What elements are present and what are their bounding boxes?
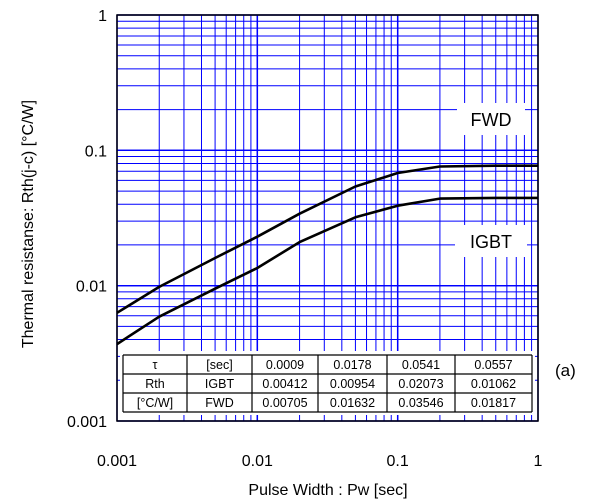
table-cell: Rth: [145, 377, 165, 391]
fwd-label: FWD: [471, 110, 512, 130]
x-tick-label: 1: [534, 453, 543, 470]
table: τ [sec] 0.0009 0.0178 0.0541 0.0557 Rth IGBT 0.0…: [120, 351, 535, 415]
table-cell: FWD: [205, 396, 233, 410]
table-cell: [sec]: [206, 358, 232, 372]
y-tick-label: 0.001: [67, 414, 107, 431]
x-axis-title: Pulse Width : Pw [sec]: [248, 482, 407, 499]
label-layer: FWD IGBT: [455, 103, 527, 257]
x-tick-label: 0.1: [387, 453, 409, 470]
y-tick-label: 0.01: [76, 279, 107, 296]
table-cell: 0.0541: [402, 358, 440, 372]
y-tick-label: 1: [98, 8, 107, 25]
x-tick-label: 0.001: [97, 453, 137, 470]
table-cell: 0.02073: [398, 377, 443, 391]
igbt-label-background: [455, 225, 527, 257]
igbt-label: IGBT: [470, 232, 512, 252]
y-axis-title: Thermal resistanse: Rth(j-c) [°C/W]: [20, 100, 37, 348]
plot-frame: [116, 14, 539, 422]
table-cell: [°C/W]: [137, 396, 173, 410]
series-line-igbt: [116, 196, 538, 346]
table-cell: τ: [153, 358, 158, 372]
y-tick-label: 0.1: [85, 143, 107, 160]
series-line-fwd: [116, 164, 538, 314]
x-tick-label: 0.01: [242, 453, 273, 470]
table-cell: 0.00954: [330, 377, 375, 391]
table-cell: 0.03546: [398, 396, 443, 410]
table-background: [120, 351, 535, 415]
table-cell: 0.0009: [266, 358, 304, 372]
series-layer: [116, 164, 538, 346]
panel-label: (a): [555, 361, 576, 380]
table-cell: 0.01062: [471, 377, 516, 391]
table-cell: 0.01817: [471, 396, 516, 410]
table-cell: 0.00412: [262, 377, 307, 391]
tick-labels: 0.001 0.01 0.1 1 0.001 0.01 0.1 1: [67, 8, 543, 470]
table-cell: 0.01632: [330, 396, 375, 410]
fwd-label-background: [457, 103, 525, 135]
table-cell: IGBT: [205, 377, 235, 391]
table-cell: 0.0557: [474, 358, 512, 372]
table-cell: 0.00705: [262, 396, 307, 410]
table-cell: 0.0178: [333, 358, 371, 372]
